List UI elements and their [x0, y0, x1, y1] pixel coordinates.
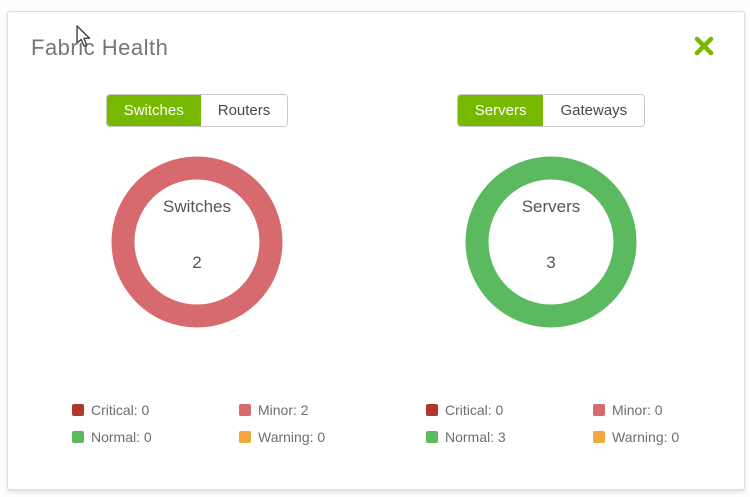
donut-ring — [111, 156, 283, 328]
minor-swatch-icon — [239, 404, 251, 416]
warning-swatch-icon — [239, 431, 251, 443]
page-title: Fabric Health — [31, 35, 169, 60]
legend-label: Normal: 3 — [445, 429, 506, 445]
toggle-switches[interactable]: Switches — [106, 95, 201, 126]
legend-label: Minor: 2 — [258, 402, 309, 418]
switches-donut-chart[interactable]: Switches 2 — [109, 154, 285, 330]
donut-ring — [465, 156, 637, 328]
donut-center-value: 2 — [192, 253, 202, 272]
donut-center-label: Switches — [162, 197, 232, 216]
legend-label: Warning: 0 — [612, 429, 680, 445]
legend-item-minor: Minor: 2 — [239, 402, 325, 418]
donut-center-value: 3 — [546, 253, 556, 272]
servers-gateways-toggle: Servers Gateways — [456, 94, 646, 127]
legend-item-warning: Warning: 0 — [239, 429, 325, 445]
switches-legend: Critical: 0 Minor: 2 Normal: 0 Warning: … — [72, 402, 325, 445]
switches-routers-toggle: Switches Routers — [105, 94, 289, 127]
servers-chart-section: Servers Gateways Servers 3 Critical: 0 M… — [374, 12, 728, 445]
legend-item-critical: Critical: 0 — [72, 402, 239, 418]
toggle-servers[interactable]: Servers — [457, 95, 544, 126]
legend-item-critical: Critical: 0 — [426, 402, 593, 418]
legend-label: Critical: 0 — [445, 402, 504, 418]
legend-item-normal: Normal: 0 — [72, 429, 239, 445]
critical-swatch-icon — [426, 404, 438, 416]
legend-item-minor: Minor: 0 — [593, 402, 679, 418]
legend-item-normal: Normal: 3 — [426, 429, 593, 445]
toggle-gateways[interactable]: Gateways — [543, 95, 645, 126]
warning-swatch-icon — [593, 431, 605, 443]
legend-label: Warning: 0 — [258, 429, 326, 445]
servers-donut-chart[interactable]: Servers 3 — [463, 154, 639, 330]
critical-swatch-icon — [72, 404, 84, 416]
donut-center-label: Servers — [521, 197, 581, 216]
toggle-routers[interactable]: Routers — [200, 95, 288, 126]
legend-item-warning: Warning: 0 — [593, 429, 679, 445]
fabric-health-panel: Fabric Health Switches Routers Switches … — [7, 11, 745, 490]
switches-chart-section: Switches Routers Switches 2 Critical: 0 … — [20, 12, 374, 445]
normal-swatch-icon — [426, 431, 438, 443]
legend-label: Minor: 0 — [612, 402, 663, 418]
normal-swatch-icon — [72, 431, 84, 443]
servers-legend: Critical: 0 Minor: 0 Normal: 3 Warning: … — [426, 402, 679, 445]
minor-swatch-icon — [593, 404, 605, 416]
close-icon[interactable] — [694, 36, 714, 56]
legend-label: Normal: 0 — [91, 429, 152, 445]
legend-label: Critical: 0 — [91, 402, 150, 418]
